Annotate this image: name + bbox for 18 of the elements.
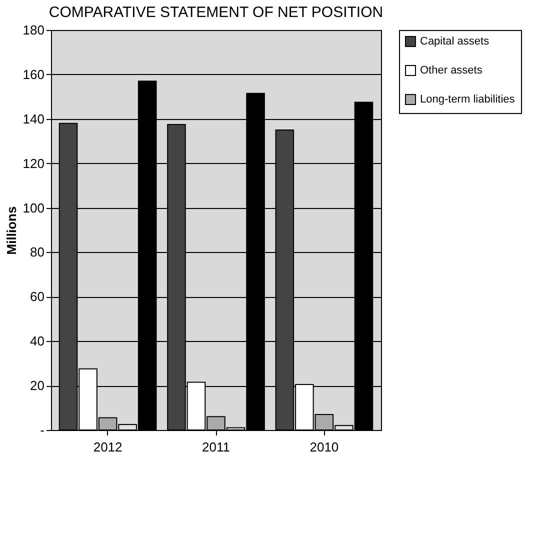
y-tick-label: 160	[22, 66, 44, 82]
x-tick-label: 2012	[93, 440, 122, 454]
y-tick-label: 100	[22, 200, 44, 216]
y-tick-label: 80	[30, 244, 44, 260]
y-tick-label: 60	[30, 289, 44, 304]
x-tick-label: 2010	[310, 440, 339, 454]
y-tick-label: 120	[22, 156, 44, 171]
chart-title: COMPARATIVE STATEMENT OF NET POSITION	[48, 4, 384, 21]
legend-label: Capital assets	[420, 36, 490, 48]
y-tick-label: 180	[22, 22, 44, 38]
y-tick-label: 140	[22, 111, 44, 126]
y-tick-label: -	[40, 422, 44, 438]
x-tick-label: 2011	[202, 440, 230, 454]
y-tick-label: 40	[30, 334, 44, 349]
legend-label: Other assets	[420, 64, 483, 76]
y-tick-label: 20	[30, 378, 44, 394]
legend-label: Long-term liabilities	[420, 94, 516, 106]
y-axis-title: Millions	[4, 206, 19, 255]
